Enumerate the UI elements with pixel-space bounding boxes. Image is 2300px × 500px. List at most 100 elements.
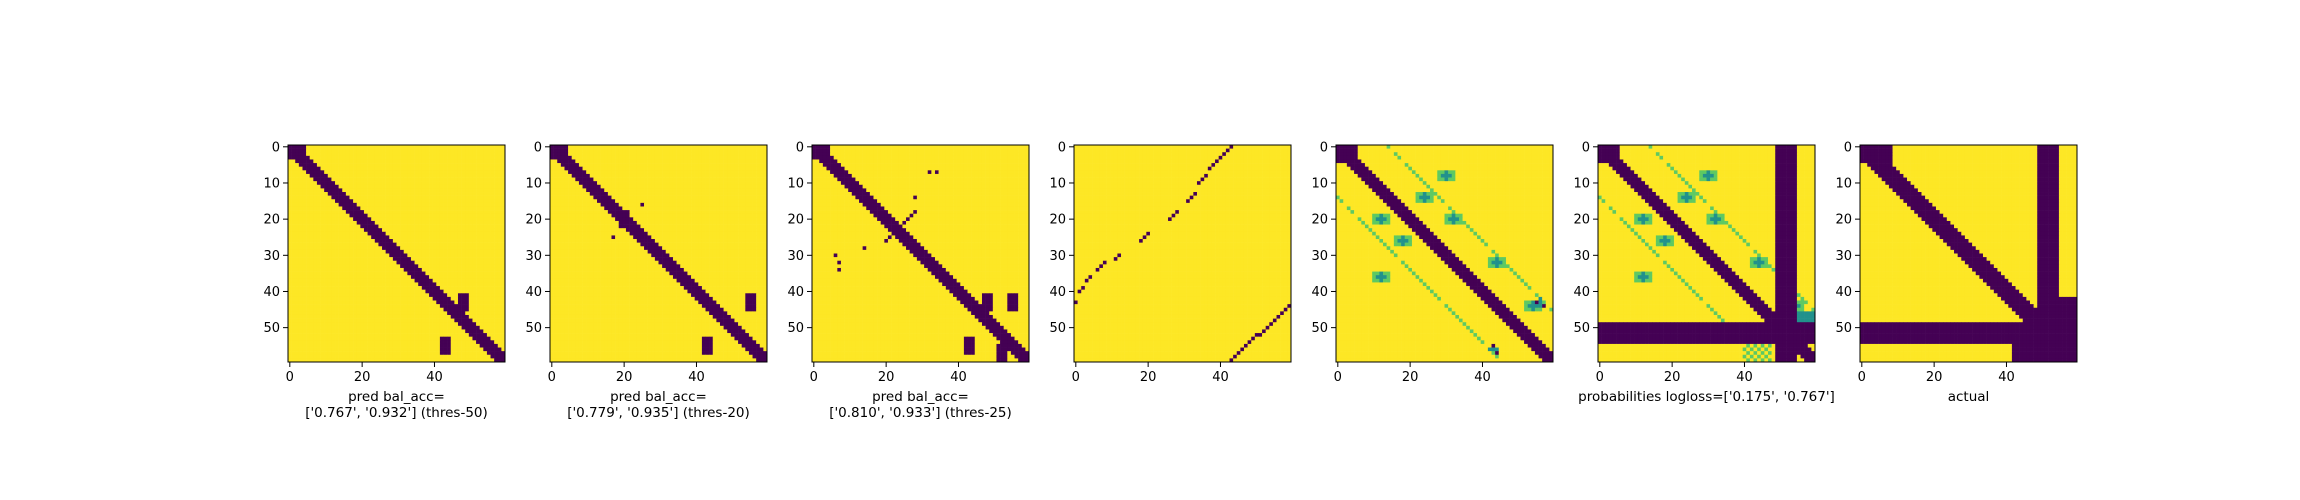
heatmap-cell (593, 156, 597, 160)
heatmap-cell (491, 329, 495, 333)
heatmap-cell (472, 308, 476, 312)
heatmap-cell (440, 206, 444, 210)
heatmap-cell (590, 203, 594, 207)
heatmap-cell (375, 145, 379, 149)
heatmap-cell (476, 149, 480, 153)
heatmap-cell (651, 210, 655, 214)
heatmap-cell (400, 322, 404, 326)
heatmap-cell (597, 181, 601, 185)
heatmap-cell (465, 344, 469, 348)
heatmap-cell (491, 199, 495, 203)
heatmap-cell (328, 243, 332, 247)
heatmap-cell (342, 156, 346, 160)
heatmap-cell (662, 159, 666, 163)
heatmap-cell (292, 159, 296, 163)
heatmap-cell (476, 159, 480, 163)
heatmap-cell (498, 163, 502, 167)
heatmap-cell (469, 228, 473, 232)
heatmap-cell (458, 355, 462, 359)
heatmap-cell (397, 279, 401, 283)
heatmap-cell (698, 159, 702, 163)
heatmap-cell (465, 145, 469, 149)
heatmap-cell (292, 264, 296, 268)
heatmap-cell (572, 181, 576, 185)
heatmap-cell (465, 174, 469, 178)
heatmap-cell (458, 348, 462, 352)
heatmap-cell (590, 152, 594, 156)
heatmap-cell (673, 217, 677, 221)
heatmap-cell (349, 221, 353, 225)
heatmap-cell (487, 243, 491, 247)
heatmap-cell (349, 261, 353, 265)
heatmap-cell (324, 351, 328, 355)
heatmap-cell (302, 315, 306, 319)
heatmap-cell (706, 181, 710, 185)
heatmap-cell (630, 149, 634, 153)
heatmap-cell (611, 206, 615, 210)
heatmap-cell (727, 174, 731, 178)
heatmap-cell (655, 206, 659, 210)
heatmap-cell (353, 293, 357, 297)
heatmap-cell (378, 355, 382, 359)
y-tick-label: 50 (263, 321, 280, 336)
heatmap-cell (425, 264, 429, 268)
heatmap-cell (684, 217, 688, 221)
heatmap-cell (590, 170, 594, 174)
heatmap-cell (378, 337, 382, 341)
heatmap-cell (321, 337, 325, 341)
heatmap-cell (644, 159, 648, 163)
heatmap-cell (397, 206, 401, 210)
heatmap-cell (583, 156, 587, 160)
heatmap-cell (680, 170, 684, 174)
heatmap-cell (483, 185, 487, 189)
heatmap-cell (342, 257, 346, 261)
heatmap-cell (436, 355, 440, 359)
heatmap-cell (698, 174, 702, 178)
heatmap-cell (731, 225, 735, 229)
heatmap-cell (302, 167, 306, 171)
heatmap-cell (295, 319, 299, 323)
heatmap-cell (637, 152, 641, 156)
heatmap-cell (378, 170, 382, 174)
heatmap-cell (346, 214, 350, 218)
heatmap-cell (328, 246, 332, 250)
heatmap-cell (306, 297, 310, 301)
heatmap-cell (357, 203, 361, 207)
heatmap-cell (292, 344, 296, 348)
heatmap-cell (724, 159, 728, 163)
heatmap-cell (411, 261, 415, 265)
heatmap-cell (360, 304, 364, 308)
heatmap-cell (317, 206, 321, 210)
heatmap-cell (371, 257, 375, 261)
heatmap-cell (425, 254, 429, 258)
heatmap-cell (335, 156, 339, 160)
heatmap-cell (378, 344, 382, 348)
heatmap-cell (734, 210, 738, 214)
heatmap-cell (480, 351, 484, 355)
heatmap-cell (444, 228, 448, 232)
heatmap-cell (375, 304, 379, 308)
heatmap-cell (295, 152, 299, 156)
heatmap-cell (447, 243, 451, 247)
heatmap-cell (360, 181, 364, 185)
heatmap-cell (462, 170, 466, 174)
heatmap-cell (429, 319, 433, 323)
heatmap-cell (557, 203, 561, 207)
heatmap-cell (749, 221, 753, 225)
heatmap-cell (586, 156, 590, 160)
heatmap-cell (494, 315, 498, 319)
heatmap-cell (465, 243, 469, 247)
heatmap-cell (568, 196, 572, 200)
heatmap-cell (436, 315, 440, 319)
heatmap-cell (433, 257, 437, 261)
heatmap-cell (550, 210, 554, 214)
heatmap-cell (382, 322, 386, 326)
heatmap-cell (339, 203, 343, 207)
heatmap-cell (436, 279, 440, 283)
heatmap-cell (458, 257, 462, 261)
heatmap-cell (324, 196, 328, 200)
heatmap-cell (702, 214, 706, 218)
heatmap-cell (561, 149, 565, 153)
heatmap-cell (328, 232, 332, 236)
heatmap-cell (317, 163, 321, 167)
